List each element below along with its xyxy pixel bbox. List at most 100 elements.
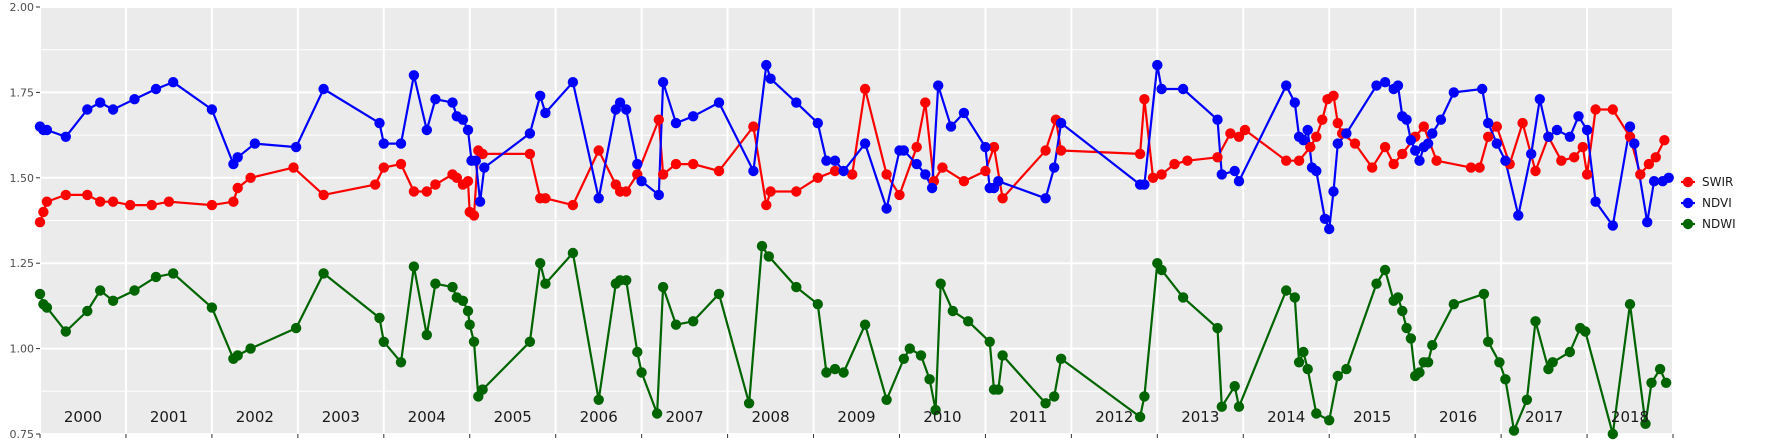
data-point-ndvi (761, 59, 772, 71)
data-point-ndvi (791, 97, 802, 108)
data-point-swir (1225, 128, 1236, 139)
data-point-swir (911, 141, 922, 153)
data-point-swir (1418, 121, 1430, 132)
data-point-ndvi (41, 124, 53, 136)
data-point-ndvi (1581, 124, 1593, 136)
data-point-ndwi (374, 312, 385, 324)
data-point-swir (288, 162, 299, 173)
data-point-swir (1212, 152, 1223, 163)
data-point-swir (60, 189, 71, 201)
data-point-ndvi (447, 97, 458, 108)
data-point-ndvi (1477, 83, 1488, 95)
data-point-ndwi (1448, 299, 1460, 310)
data-point-ndwi (1233, 401, 1245, 412)
data-point-ndwi (915, 350, 927, 361)
data-point-ndwi (997, 350, 1008, 361)
data-point-ndvi (1483, 117, 1494, 129)
data-point-swir (421, 186, 432, 197)
data-point-ndvi (206, 104, 218, 115)
data-point-ndvi (1371, 80, 1382, 91)
data-point-swir (82, 189, 93, 201)
data-point-ndvi (1414, 155, 1425, 166)
data-point-swir (713, 165, 725, 177)
data-point-ndwi (150, 271, 162, 283)
data-point-swir (1590, 104, 1601, 115)
data-point-swir (146, 199, 157, 211)
data-point-ndwi (904, 343, 915, 354)
data-point-ndvi (82, 104, 93, 115)
data-point-swir (462, 176, 474, 187)
data-point-ndwi (1564, 346, 1576, 358)
data-point-swir (937, 162, 948, 173)
data-point-swir (593, 145, 604, 156)
data-point-swir (1465, 162, 1477, 173)
data-point-ndvi (479, 162, 490, 173)
data-point-swir (748, 121, 759, 132)
data-point-ndvi (421, 124, 432, 136)
data-point-ndvi (1281, 80, 1292, 91)
data-point-swir (1388, 158, 1399, 170)
data-point-ndwi (1508, 425, 1520, 436)
data-point-swir (791, 186, 802, 197)
y-tick-label: 0.75 (10, 428, 35, 441)
data-point-ndvi (107, 104, 119, 115)
data-point-ndwi (993, 384, 1004, 395)
data-point-ndwi (41, 302, 53, 313)
year-label: 2000 (64, 408, 102, 426)
data-point-ndvi (1379, 77, 1391, 88)
data-point-swir (468, 210, 480, 221)
data-point-swir (1281, 155, 1292, 166)
data-point-ndwi (1229, 381, 1240, 392)
data-point-swir (1305, 141, 1316, 153)
data-point-ndwi (881, 394, 892, 405)
data-point-ndwi (421, 329, 432, 341)
grid-lines (39, 6, 1674, 435)
data-point-swir (524, 148, 536, 160)
data-point-ndvi (1648, 176, 1660, 187)
data-point-ndvi (859, 138, 871, 149)
data-point-ndvi (1642, 217, 1653, 228)
data-point-swir (1491, 121, 1503, 132)
data-point-ndwi (632, 346, 643, 358)
data-point-ndvi (1302, 124, 1313, 136)
data-point-ndwi (462, 305, 474, 317)
data-point-ndvi (1392, 80, 1404, 91)
data-point-ndwi (1547, 357, 1558, 368)
year-label: 2005 (494, 408, 532, 426)
data-point-ndwi (1580, 326, 1591, 337)
data-point-ndwi (756, 240, 768, 252)
data-point-ndvi (653, 189, 664, 201)
y-tick-label: 1.00 (10, 343, 35, 356)
legend-key-point (1682, 176, 1694, 188)
data-point-ndwi (1281, 285, 1292, 296)
data-point-swir (1139, 94, 1150, 105)
data-point-ndvi (1491, 138, 1503, 149)
data-point-ndvi (1233, 176, 1245, 187)
data-point-ndvi (1573, 111, 1584, 122)
data-point-swir (1239, 124, 1251, 136)
data-point-ndwi (593, 394, 604, 405)
data-point-ndwi (1293, 357, 1305, 368)
data-point-ndvi (567, 77, 579, 88)
data-point-ndvi (958, 107, 970, 119)
year-label: 2003 (322, 408, 360, 426)
data-point-swir (206, 199, 218, 211)
data-point-ndwi (859, 319, 871, 330)
year-label: 2004 (408, 408, 446, 426)
data-point-ndvi (765, 73, 776, 84)
data-point-swir (829, 165, 841, 177)
year-label: 2010 (923, 408, 961, 426)
data-point-ndwi (1212, 322, 1223, 334)
data-point-ndvi (374, 117, 385, 129)
data-marks: 2000 2001 2002 2003 2004 2005 2006 2007 2008 2009… (34, 59, 1674, 440)
data-point-swir (41, 196, 53, 207)
data-point-swir (812, 172, 823, 183)
data-point-ndvi (713, 97, 725, 108)
legend-key-point (1682, 197, 1694, 209)
data-point-swir (1233, 131, 1245, 142)
data-point-ndvi (1311, 165, 1322, 177)
data-point-ndwi (1392, 292, 1404, 303)
data-point-swir (1569, 152, 1580, 163)
data-point-ndwi (791, 281, 802, 293)
data-point-swir (765, 186, 776, 197)
